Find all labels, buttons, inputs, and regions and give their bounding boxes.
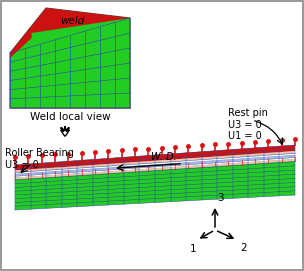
Polygon shape [15,151,295,172]
Polygon shape [15,157,295,178]
Polygon shape [15,145,295,210]
Text: weld: weld [60,16,85,26]
Text: 3: 3 [217,193,224,203]
Polygon shape [15,155,295,176]
Polygon shape [10,8,130,58]
Text: Weld local view: Weld local view [30,112,110,122]
Text: Rest pin
U3 = 0
U1 = 0: Rest pin U3 = 0 U1 = 0 [228,108,268,141]
Polygon shape [15,159,295,179]
Text: 1: 1 [190,244,196,254]
Polygon shape [15,153,295,174]
Text: 2: 2 [240,243,247,253]
Polygon shape [10,8,130,108]
Polygon shape [15,145,295,170]
Text: W. D.: W. D. [151,152,177,162]
Text: Roller Bearing
U3 = 0: Roller Bearing U3 = 0 [5,148,74,170]
